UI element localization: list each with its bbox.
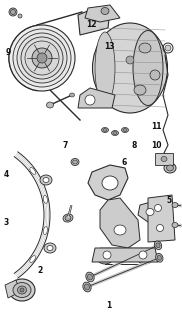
Ellipse shape xyxy=(155,204,161,212)
Ellipse shape xyxy=(137,252,153,264)
Ellipse shape xyxy=(13,283,31,298)
Text: 7: 7 xyxy=(63,141,68,150)
Circle shape xyxy=(25,41,59,75)
Polygon shape xyxy=(85,5,120,22)
Ellipse shape xyxy=(113,132,117,134)
Ellipse shape xyxy=(154,241,162,250)
Ellipse shape xyxy=(11,10,15,14)
Ellipse shape xyxy=(172,203,178,207)
Text: 13: 13 xyxy=(104,42,114,51)
Ellipse shape xyxy=(40,175,52,185)
Ellipse shape xyxy=(122,127,128,132)
Ellipse shape xyxy=(103,129,107,132)
Ellipse shape xyxy=(43,196,48,203)
Polygon shape xyxy=(78,8,110,35)
Ellipse shape xyxy=(101,7,109,14)
Text: 1: 1 xyxy=(107,301,112,310)
Ellipse shape xyxy=(112,131,118,135)
Ellipse shape xyxy=(161,156,167,162)
Ellipse shape xyxy=(156,253,163,262)
Polygon shape xyxy=(88,165,128,200)
Text: 3: 3 xyxy=(4,218,9,227)
Ellipse shape xyxy=(139,43,151,53)
Ellipse shape xyxy=(46,102,54,108)
Ellipse shape xyxy=(146,209,154,215)
Ellipse shape xyxy=(156,243,160,248)
Ellipse shape xyxy=(30,256,35,262)
Ellipse shape xyxy=(172,222,178,228)
Polygon shape xyxy=(100,198,140,248)
Ellipse shape xyxy=(71,158,79,165)
Ellipse shape xyxy=(126,56,134,64)
Circle shape xyxy=(17,33,67,83)
Ellipse shape xyxy=(164,163,176,173)
Ellipse shape xyxy=(97,252,113,264)
Circle shape xyxy=(37,53,47,63)
Ellipse shape xyxy=(102,176,118,190)
Circle shape xyxy=(9,25,75,91)
Text: 9: 9 xyxy=(6,48,11,57)
Circle shape xyxy=(21,37,63,79)
Text: 5: 5 xyxy=(167,196,172,204)
Circle shape xyxy=(13,29,71,87)
Polygon shape xyxy=(5,280,20,298)
Ellipse shape xyxy=(102,127,108,132)
Ellipse shape xyxy=(63,214,73,222)
Ellipse shape xyxy=(84,284,90,290)
Text: 10: 10 xyxy=(151,141,162,150)
Ellipse shape xyxy=(17,286,27,294)
Ellipse shape xyxy=(47,245,53,251)
Ellipse shape xyxy=(86,272,94,282)
Ellipse shape xyxy=(72,160,78,164)
Ellipse shape xyxy=(44,243,56,253)
Text: 11: 11 xyxy=(151,122,162,131)
Text: 4: 4 xyxy=(4,170,9,179)
Ellipse shape xyxy=(20,288,24,292)
Ellipse shape xyxy=(43,227,48,235)
Ellipse shape xyxy=(85,95,95,105)
Ellipse shape xyxy=(103,251,111,259)
Ellipse shape xyxy=(114,225,126,235)
Polygon shape xyxy=(92,248,158,262)
Ellipse shape xyxy=(150,70,160,80)
Ellipse shape xyxy=(18,14,22,18)
Ellipse shape xyxy=(133,30,163,106)
Ellipse shape xyxy=(87,274,93,280)
Polygon shape xyxy=(148,195,175,242)
Ellipse shape xyxy=(123,129,127,132)
Polygon shape xyxy=(138,200,165,222)
Ellipse shape xyxy=(43,178,49,182)
Ellipse shape xyxy=(157,225,163,231)
Circle shape xyxy=(32,48,52,68)
Ellipse shape xyxy=(134,85,146,95)
Ellipse shape xyxy=(95,32,115,104)
Circle shape xyxy=(165,45,171,51)
Ellipse shape xyxy=(9,8,17,16)
Text: 2: 2 xyxy=(37,266,43,275)
Text: 12: 12 xyxy=(86,20,96,28)
Ellipse shape xyxy=(65,215,71,220)
Ellipse shape xyxy=(70,93,74,97)
Ellipse shape xyxy=(157,255,161,260)
Ellipse shape xyxy=(167,165,173,171)
Ellipse shape xyxy=(92,23,167,113)
Ellipse shape xyxy=(30,167,35,174)
Ellipse shape xyxy=(9,279,35,301)
Ellipse shape xyxy=(83,282,91,292)
Text: 8: 8 xyxy=(132,141,137,150)
Polygon shape xyxy=(78,88,115,108)
Ellipse shape xyxy=(139,251,147,259)
Text: 6: 6 xyxy=(121,158,126,167)
Bar xyxy=(155,153,173,165)
